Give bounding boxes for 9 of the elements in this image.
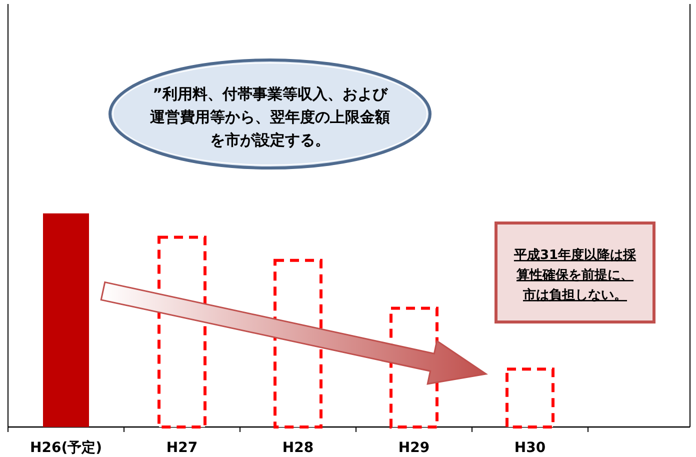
x-tick-label: H29 bbox=[398, 440, 430, 456]
x-tick-label: H27 bbox=[166, 440, 198, 456]
x-tick-label: H28 bbox=[282, 440, 314, 456]
x-tick-label: H30 bbox=[514, 440, 546, 456]
note-ellipse: ”利用料、付帯事業等収入、および運営費用等から、翌年度の上限金額を市が設定する。 bbox=[108, 58, 432, 170]
x-tick-label: H26(予定) bbox=[30, 439, 102, 456]
note-box: 平成31年度以降は採算性確保を前提に、市は負担しない。 bbox=[494, 222, 656, 324]
annotation: 平成31年度以降は採算性確保を前提に、市は負担しない。 bbox=[512, 247, 638, 303]
bar bbox=[506, 368, 554, 428]
